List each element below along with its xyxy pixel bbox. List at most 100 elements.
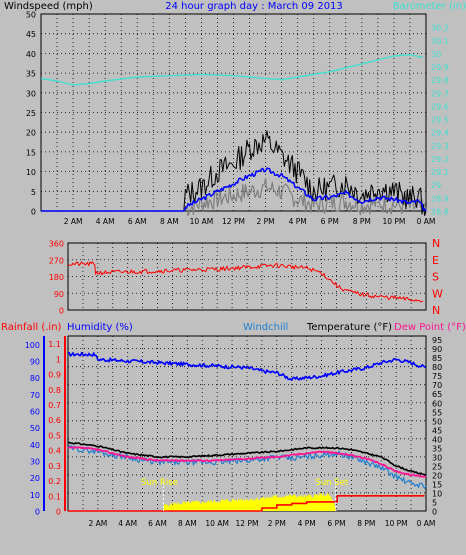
wind-x-tick-label: 10 PM [382,217,405,226]
rainfall-y-tick-label: 0 [56,508,61,517]
barometer-y-tick-label: 29 [431,181,441,190]
temperature-y-tick-label: 70 [432,381,442,390]
wind-y-axis-label: Windspeed (mph) [4,1,93,12]
temperature-x-tick-label: 8 AM [178,519,197,528]
direction-compass-label: W [432,287,443,300]
temperature-y-tick-label: 10 [432,489,442,498]
wind-x-tick-label: 6 AM [128,217,147,226]
dewpoint-line [67,446,427,478]
barometer-y-tick-label: 29.1 [431,168,449,177]
barometer-y-tick-label: 30 [431,50,441,59]
wind-x-tick-label: 10 AM [190,217,214,226]
wind-y-tick-label: 10 [26,168,36,177]
temperature-y-tick-label: 35 [432,444,442,453]
wind-y-tick-label: 25 [26,109,36,118]
barometer-y-tick-label: 30.1 [431,37,449,46]
temperature-x-tick-label: 4 AM [118,519,137,528]
barometer-y-tick-label: 29.5 [431,116,449,125]
temperature-y-tick-label: 85 [432,354,442,363]
windchill-line [67,444,427,489]
barometer-y-ticks: 28.8 28.9 29 29.1 29.2 29.3 29.4 29.5 29.6 29.7 29… [431,24,449,217]
wind-x-tick-label: 8 AM [160,217,179,226]
barometer-axis-label: Barometer (in) [393,1,466,12]
wind-y-tick-label: 50 [26,11,36,20]
rainfall-y-ticks: 0 0.1 0.2 0.3 0.4 0.5 0.6 0.7 0.8 0.9 1 1.1 [48,340,61,516]
temperature-x-tick-label: 10 PM [385,519,408,528]
direction-compass-label: N [432,237,440,250]
direction-compass-label: E [432,254,439,267]
temperature-series [67,351,427,512]
temperature-plot-area [67,335,427,512]
humidity-line [67,351,427,382]
windchill-legend: Windchill [243,322,288,333]
barometer-y-tick-label: 29.3 [431,142,449,151]
wind-x-tick-label: 6 PM [321,217,339,226]
rainfall-y-tick-label: 0.3 [48,462,61,471]
wind-y-tick-label: 20 [26,129,36,138]
humidity-y-tick-label: 10 [30,491,40,500]
humidity-y-tick-label: 50 [30,424,40,433]
wind-x-tick-label: 0 AM [417,217,436,226]
humidity-y-tick-label: 60 [30,408,40,417]
barometer-y-tick-label: 29.7 [431,89,449,98]
barometer-y-tick-label: 29.6 [431,102,449,111]
wind-title: 24 hour graph day : March 09 2013 [165,1,343,12]
direction-line [67,261,424,303]
wind-y-tick-label: 40 [26,50,36,59]
temperature-x-tick-label: 8 PM [357,519,375,528]
sun-marker-label: Sun Rise [141,478,178,488]
temperature-y-tick-label: 90 [432,345,442,354]
rainfall-y-tick-label: 0.2 [48,477,61,486]
barometer-y-tick-label: 28.8 [431,208,449,217]
humidity-y-tick-label: 100 [25,341,40,350]
wind-x-tick-label: 4 AM [96,217,115,226]
wind-x-ticks: 2 AM 4 AM 6 AM 8 AM 10 AM 12 PM 2 PM 4 PM 6 PM 8 … [64,217,436,226]
rainfall-y-tick-label: 1 [56,355,61,364]
rainfall-y-tick-label: 0.1 [48,492,61,501]
wind-y-tick-label: 15 [26,148,36,157]
temperature-x-tick-label: 12 PM [236,519,259,528]
rainfall-y-tick-label: 0.5 [48,431,61,440]
humidity-y-tick-label: 0 [35,508,40,517]
temperature-y-tick-label: 80 [432,363,442,372]
wind-y-tick-label: 5 [31,188,36,197]
direction-y-tick-label: 180 [49,273,64,282]
direction-series [67,261,424,303]
humidity-axis-label: Humidity (%) [67,322,133,333]
temperature-y-tick-label: 95 [432,336,442,345]
temperature-x-tick-label: 10 AM [205,519,229,528]
barometer-y-tick-label: 29.2 [431,155,449,164]
rainfall-y-tick-label: 0.4 [48,447,61,456]
sun-marker-label: Sun Set [315,478,348,488]
solar-area [163,492,336,511]
temperature-x-tick-label: 0 AM [417,519,436,528]
direction-compass-label: S [432,271,439,284]
temperature-y-tick-label: 50 [432,417,442,426]
temperature-y-tick-label: 5 [432,498,437,507]
humidity-y-tick-label: 20 [30,474,40,483]
temperature-y-tick-label: 0 [432,508,437,517]
direction-y-tick-label: 270 [49,256,64,265]
direction-y-ticks: 0 90 180 270 360 [49,240,64,316]
temperature-y-tick-label: 40 [432,435,442,444]
temperature-y-tick-label: 30 [432,453,442,462]
humidity-y-tick-label: 80 [30,374,40,383]
rainfall-y-tick-label: 0.7 [48,401,61,410]
humidity-y-ticks: 0 10 20 30 40 50 60 70 80 90 100 [25,341,40,517]
barometer-y-tick-label: 28.9 [431,194,449,203]
direction-compass-label: N [432,304,440,317]
wind-speed-line [41,167,427,212]
temperature-y-tick-label: 60 [432,399,442,408]
temperature-y-tick-label: 25 [432,462,442,471]
barometer-y-tick-label: 29.9 [431,63,449,72]
rainfall-line [68,494,425,512]
humidity-y-tick-label: 90 [30,358,40,367]
temperature-y-tick-label: 45 [432,426,442,435]
sun-annotations: Sun Rise Sun Set [141,478,349,511]
temperature-x-tick-label: 2 PM [268,519,286,528]
rainfall-y-tick-label: 0.6 [48,416,61,425]
